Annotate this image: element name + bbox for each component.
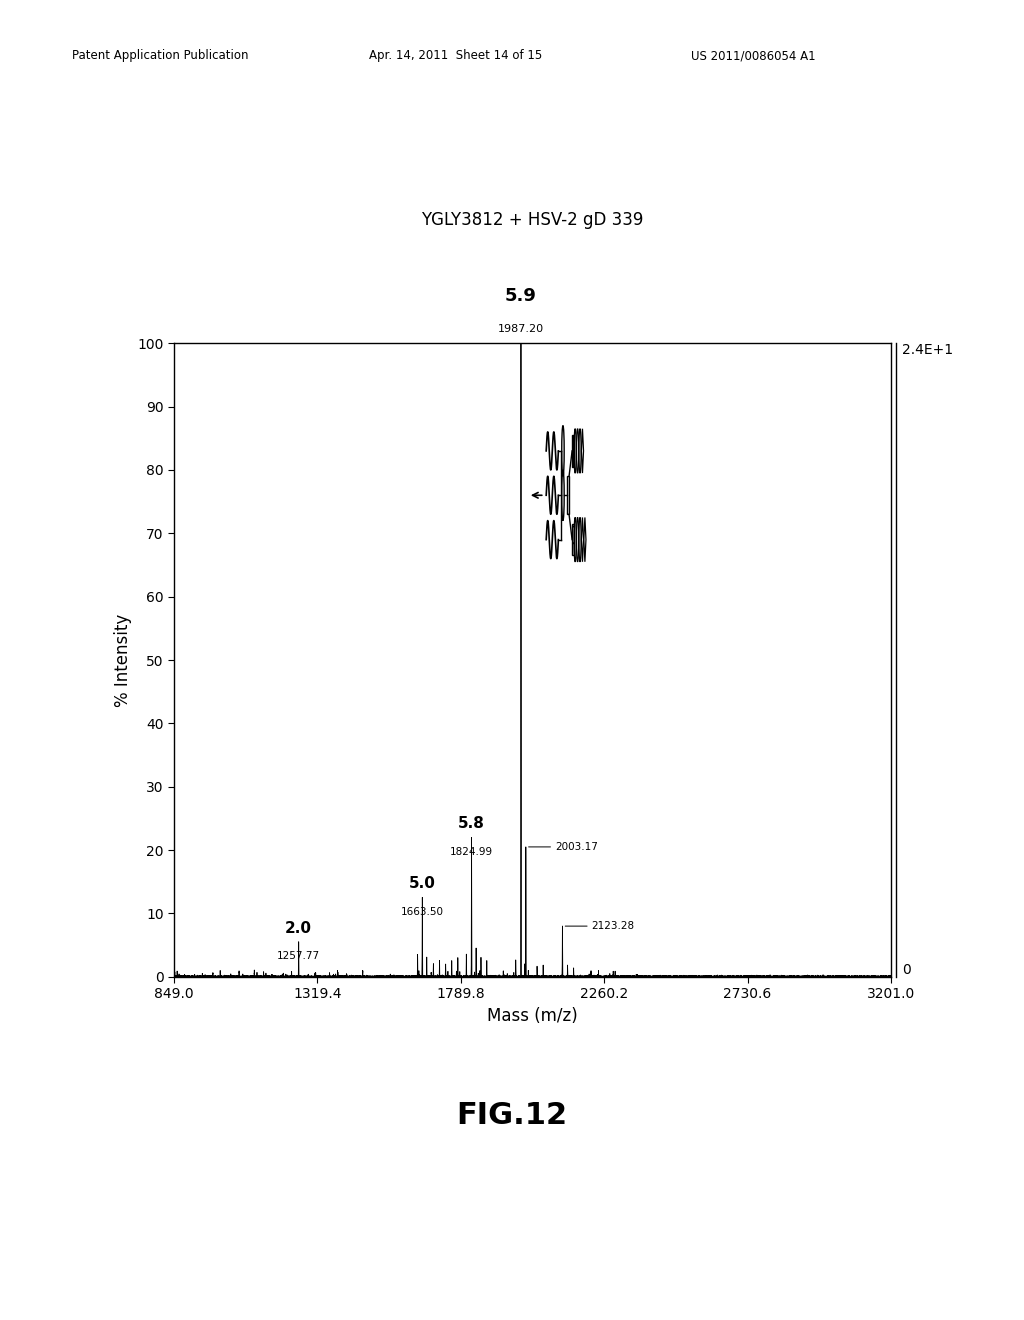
Text: YGLY3812 + HSV-2 gD 339: YGLY3812 + HSV-2 gD 339 (421, 211, 644, 230)
Text: US 2011/0086054 A1: US 2011/0086054 A1 (691, 49, 816, 62)
X-axis label: Mass (m/z): Mass (m/z) (487, 1007, 578, 1024)
Text: Patent Application Publication: Patent Application Publication (72, 49, 248, 62)
Text: 5.0: 5.0 (409, 876, 436, 891)
Text: Apr. 14, 2011  Sheet 14 of 15: Apr. 14, 2011 Sheet 14 of 15 (369, 49, 542, 62)
Y-axis label: % Intensity: % Intensity (114, 614, 132, 706)
Bar (566, 477, 569, 515)
Bar (572, 436, 574, 467)
Text: 2.0: 2.0 (285, 920, 312, 936)
Text: 2123.28: 2123.28 (592, 921, 635, 931)
Text: 1257.77: 1257.77 (278, 952, 321, 961)
Text: 2.4E+1: 2.4E+1 (901, 343, 952, 358)
Text: 2003.17: 2003.17 (555, 842, 598, 851)
Text: 1663.50: 1663.50 (400, 907, 443, 917)
Text: 0: 0 (901, 962, 910, 977)
Text: 5.8: 5.8 (458, 816, 485, 832)
Text: 1824.99: 1824.99 (450, 847, 494, 857)
Text: 1987.20: 1987.20 (498, 323, 544, 334)
Bar (572, 524, 574, 556)
Text: 5.9: 5.9 (505, 288, 537, 305)
Text: FIG.12: FIG.12 (457, 1101, 567, 1130)
